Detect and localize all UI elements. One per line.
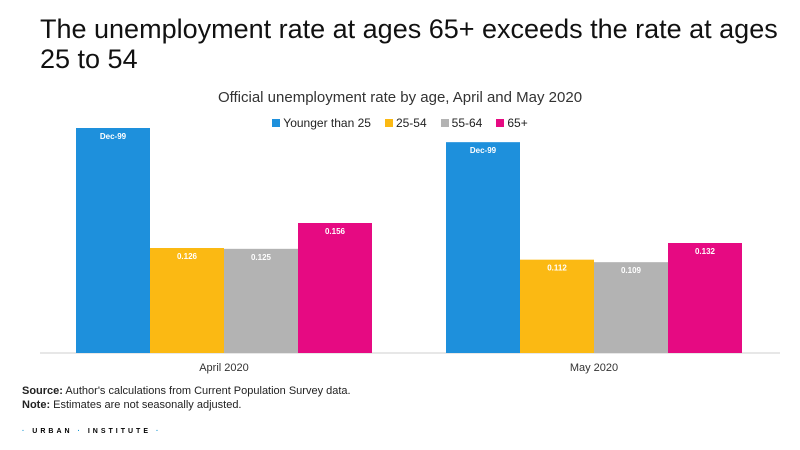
legend-label: 25-54 [395, 116, 427, 130]
legend-item-25-54: 25-54 [384, 116, 427, 130]
legend-label: Younger than 25 [283, 116, 371, 130]
legend-swatch [440, 119, 449, 127]
bar [594, 262, 668, 353]
legend-item-55-64: 55-64 [440, 116, 483, 130]
legend-item-65-plus: 65+ [496, 116, 528, 130]
legend-label: 55-64 [451, 116, 483, 130]
bar [224, 248, 298, 353]
footnotes: Source: Author's calculations from Curre… [22, 384, 351, 412]
legend: Younger than 25 25-54 55-64 65+ [0, 116, 800, 130]
note: Note: Estimates are not seasonally adjus… [22, 399, 242, 411]
data-label: 0.112 [547, 264, 567, 273]
bar [76, 128, 150, 353]
bar [150, 248, 224, 353]
legend-label: 65+ [507, 116, 528, 130]
legend-swatch [272, 119, 281, 127]
x-tick-label: May 2020 [570, 362, 618, 374]
chart-title: Official unemployment rate by age, April… [217, 89, 583, 106]
data-label: 0.156 [325, 227, 346, 236]
headline: The unemployment rate at ages 65+ exceed… [40, 14, 778, 74]
bar [298, 223, 372, 353]
x-tick-label: April 2020 [199, 362, 249, 374]
source-note: Source: Author's calculations from Curre… [22, 385, 351, 397]
data-label: 0.125 [251, 253, 272, 262]
legend-swatch [384, 119, 393, 127]
data-label: Dec-99 [100, 132, 127, 141]
data-label: 0.109 [621, 266, 642, 275]
data-label: Dec-99 [470, 146, 497, 155]
bar [520, 259, 594, 353]
data-label: 0.126 [177, 252, 198, 261]
urban-institute-logo: · URBAN · INSTITUTE · [22, 428, 162, 435]
bar [446, 142, 520, 353]
legend-swatch [496, 119, 505, 127]
data-label: 0.132 [695, 247, 716, 256]
legend-item-younger-than-25: Younger than 25 [272, 116, 371, 130]
bar [668, 243, 742, 353]
